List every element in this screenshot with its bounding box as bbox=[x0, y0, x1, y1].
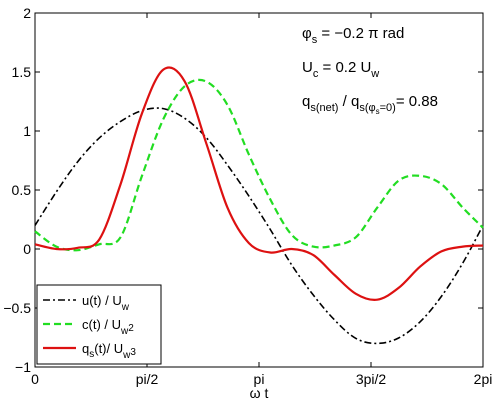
x-tick-label: 0 bbox=[31, 371, 39, 387]
x-tick-label: pi/2 bbox=[136, 371, 159, 387]
y-tick-label: 1.5 bbox=[12, 64, 32, 80]
legend-label-1: u(t) / Uw bbox=[82, 293, 130, 313]
x-tick-label: pi bbox=[254, 371, 265, 387]
axis-layer: 0 pi/2 pi 3pi/2 2pi −1 −0.5 0 0.5 1 1.5 2 bbox=[3, 5, 492, 387]
series-line-2 bbox=[34, 78, 484, 252]
legend-label-2: c(t) / Uw2 bbox=[82, 317, 134, 337]
legend: u(t) / Uw c(t) / Uw2 qs(t)/ Uw3 bbox=[36, 284, 162, 365]
y-tick-label: −0.5 bbox=[3, 300, 31, 316]
y-tick-label: 1 bbox=[23, 123, 31, 139]
x-tick-label: 3pi/2 bbox=[356, 371, 387, 387]
x-axis-label: ω t bbox=[250, 385, 269, 401]
series-line-3 bbox=[34, 66, 484, 302]
y-tick-label: −1 bbox=[15, 359, 31, 375]
series-layer bbox=[34, 66, 484, 345]
y-tick-label: 0.5 bbox=[12, 182, 32, 198]
series-line-1 bbox=[34, 107, 484, 345]
annotation-layer: φs = −0.2 π rad Uc = 0.2 Uw qs(net) / qs(φ… bbox=[302, 25, 438, 116]
annotation-current: Uc = 0.2 Uw bbox=[302, 59, 379, 80]
x-tick-label: 2pi bbox=[474, 371, 493, 387]
annotation-ratio: qs(net) / qs(φs=0)= 0.88 bbox=[302, 93, 438, 116]
legend-label-3: qs(t)/ Uw3 bbox=[82, 341, 136, 361]
annotation-phase: φs = −0.2 π rad bbox=[302, 25, 404, 46]
y-tick-label: 0 bbox=[23, 241, 31, 257]
y-tick-label: 2 bbox=[23, 5, 31, 21]
